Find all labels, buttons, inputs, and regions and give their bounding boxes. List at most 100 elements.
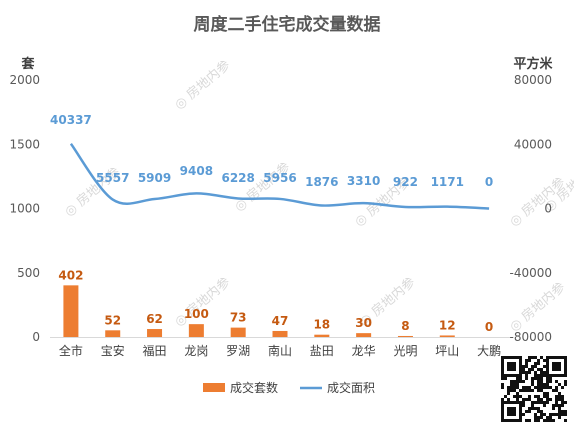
legend-item-bar[interactable]: 成交套数	[203, 380, 278, 395]
qr-cell	[528, 356, 531, 359]
qr-cell	[534, 386, 537, 389]
bar-龙岗	[188, 324, 204, 337]
legend-item-line[interactable]: 成交面积	[300, 380, 375, 395]
qr-cell	[507, 392, 510, 395]
qr-cell	[507, 386, 510, 389]
bar-data-label: 12	[439, 318, 456, 332]
qr-cell	[543, 374, 546, 377]
x-axis-ticks: 全市 宝安 福田 龙岗 罗湖 南山 盐田 龙华 光明 坪山 大鹏	[50, 337, 510, 358]
qr-cell	[516, 380, 519, 383]
qr-cell	[540, 371, 543, 374]
bar-data-label: 18	[313, 318, 330, 332]
qr-cell	[543, 365, 546, 368]
bar-series: 402 52 62 100 73 47 18 30 8 12 0	[58, 268, 493, 337]
qr-cell	[534, 395, 537, 398]
qr-cell	[501, 386, 504, 389]
qr-cell	[516, 386, 519, 389]
qr-cell	[510, 389, 513, 392]
qr-cell	[546, 398, 549, 401]
x-tick-label: 龙岗	[184, 344, 208, 358]
qr-cell	[558, 398, 561, 401]
qr-cell	[528, 359, 531, 362]
qr-cell	[516, 398, 519, 401]
watermark-layer: ◎ 房地内参◎ 房地内参 ◎ 房地内参 ◎ 房地内参 ◎ 房地内参◎ 房地内参 ◎ 房地…	[61, 57, 574, 335]
qr-cell	[537, 374, 540, 377]
qr-cell	[522, 413, 525, 416]
qr-cell	[543, 392, 546, 395]
right-tick-label: -40000	[509, 266, 552, 280]
qr-cell	[546, 419, 549, 422]
legend-swatch-bar	[203, 383, 225, 392]
qr-cell	[528, 386, 531, 389]
qr-cell	[549, 386, 552, 389]
qr-cell	[558, 395, 561, 398]
qr-cell	[537, 377, 540, 380]
qr-cell	[558, 392, 561, 395]
qr-cell	[543, 359, 546, 362]
qr-cell	[528, 371, 531, 374]
qr-cell	[534, 407, 537, 410]
qr-cell	[519, 389, 522, 392]
qr-cell	[561, 386, 564, 389]
right-tick-label: -80000	[509, 330, 552, 344]
line-data-label: 0	[485, 175, 493, 189]
qr-cell	[525, 389, 528, 392]
qr-cell	[525, 362, 528, 365]
qr-cell	[528, 389, 531, 392]
line-data-label: 1171	[431, 175, 464, 189]
qr-cell	[555, 380, 558, 383]
qr-cell	[555, 404, 558, 407]
qr-cell	[546, 386, 549, 389]
qr-finder-core	[507, 362, 516, 371]
qr-cell	[519, 395, 522, 398]
watermark-text: ◎ 房地内参	[171, 57, 233, 113]
line-series: 40337 5557 5909 9408 6228 5956 1876 3310 922 1171…	[50, 113, 493, 210]
bar-全市	[63, 285, 79, 337]
qr-cell	[531, 383, 534, 386]
qr-cell	[552, 419, 555, 422]
qr-cell	[516, 392, 519, 395]
qr-cell	[546, 392, 549, 395]
qr-cell	[564, 383, 567, 386]
qr-cell	[525, 398, 528, 401]
qr-cell	[534, 362, 537, 365]
qr-cell	[537, 386, 540, 389]
x-tick-label: 坪山	[435, 344, 459, 358]
qr-cell	[531, 380, 534, 383]
qr-cell	[552, 389, 555, 392]
line-data-label: 5909	[138, 171, 171, 185]
qr-cell	[537, 419, 540, 422]
bar-data-label: 8	[401, 319, 409, 333]
x-tick-label: 盐田	[310, 344, 334, 358]
x-tick-label: 龙华	[352, 344, 376, 358]
legend[interactable]: 成交套数 成交面积	[203, 380, 375, 395]
qr-cell	[528, 419, 531, 422]
line-data-label: 5557	[96, 171, 129, 185]
qr-cell	[501, 398, 504, 401]
bar-罗湖	[230, 327, 246, 337]
qr-cell	[501, 377, 504, 380]
qr-cell	[549, 419, 552, 422]
qr-cell	[513, 380, 516, 383]
qr-cell	[540, 356, 543, 359]
qr-cell	[504, 395, 507, 398]
qr-cell	[522, 365, 525, 368]
line-data-label: 3310	[347, 174, 380, 188]
qr-cell	[534, 419, 537, 422]
qr-cell	[525, 374, 528, 377]
left-axis-label: 套	[20, 56, 35, 72]
bar-data-label: 52	[104, 313, 121, 327]
qr-cell	[555, 398, 558, 401]
qr-cell	[537, 383, 540, 386]
qr-cell	[546, 395, 549, 398]
qr-cell	[525, 371, 528, 374]
bar-data-label: 47	[272, 314, 289, 328]
qr-cell	[555, 395, 558, 398]
qr-cell	[540, 413, 543, 416]
qr-cell	[516, 377, 519, 380]
qr-cell	[537, 359, 540, 362]
qr-cell	[534, 365, 537, 368]
qr-cell	[537, 416, 540, 419]
qr-cell	[528, 368, 531, 371]
qr-code	[501, 356, 567, 422]
